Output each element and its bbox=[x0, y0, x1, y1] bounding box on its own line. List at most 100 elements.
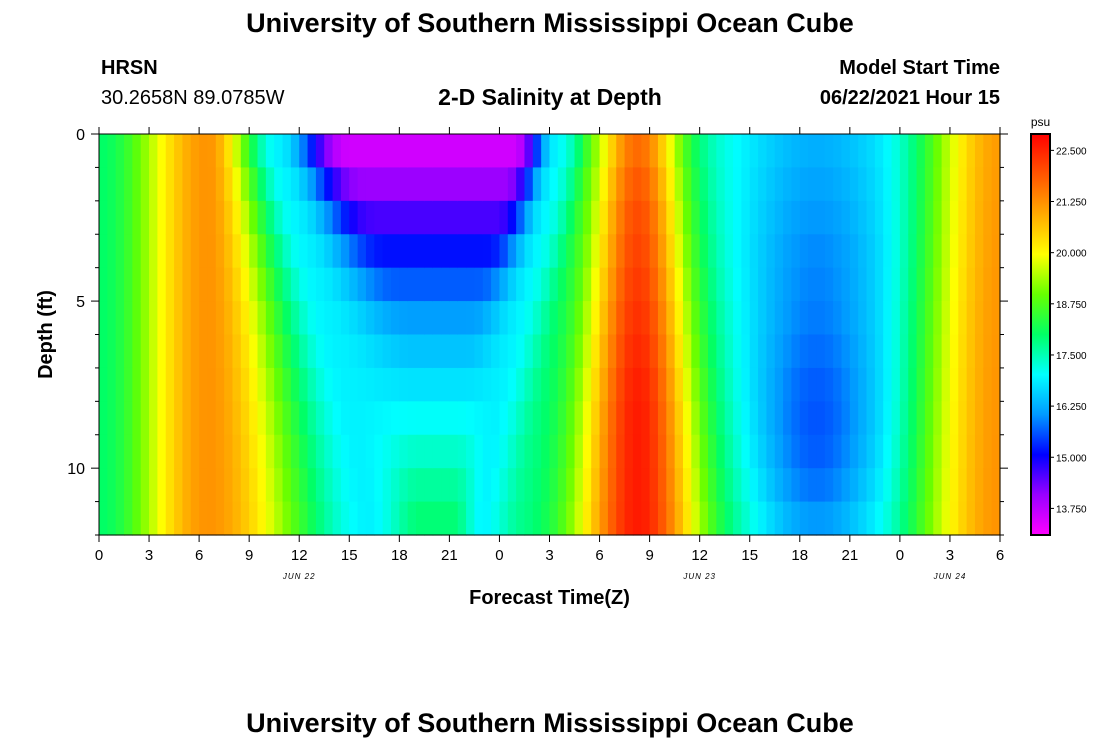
heatmap-cell bbox=[883, 334, 893, 369]
heatmap-cell bbox=[190, 234, 200, 269]
heatmap-cell bbox=[140, 367, 150, 402]
heatmap-cell bbox=[716, 200, 726, 235]
heatmap-cell bbox=[899, 301, 909, 336]
heatmap-cell bbox=[107, 401, 117, 436]
heatmap-cell bbox=[407, 401, 417, 436]
heatmap-cell bbox=[390, 134, 400, 169]
heatmap-cell bbox=[299, 167, 309, 202]
heatmap-cell bbox=[966, 367, 976, 402]
heatmap-cell bbox=[766, 134, 776, 169]
date-label: JUN 22 bbox=[282, 572, 316, 581]
heatmap-cell bbox=[449, 301, 459, 336]
heatmap-cell bbox=[432, 200, 442, 235]
heatmap-cell bbox=[257, 401, 267, 436]
heatmap-cell bbox=[883, 234, 893, 269]
heatmap-cell bbox=[99, 468, 108, 503]
heatmap-cell bbox=[457, 167, 467, 202]
heatmap-cell bbox=[783, 334, 793, 369]
heatmap-cell bbox=[149, 200, 158, 235]
heatmap-cell bbox=[174, 468, 184, 503]
heatmap-cell bbox=[933, 468, 943, 503]
heatmap-cell bbox=[441, 367, 450, 402]
heatmap-cell bbox=[541, 367, 551, 402]
heatmap-cell bbox=[557, 234, 567, 269]
heatmap-cell bbox=[357, 267, 367, 302]
heatmap-cell bbox=[991, 301, 1001, 336]
heatmap-cell bbox=[357, 200, 367, 235]
heatmap-cell bbox=[299, 267, 309, 302]
heatmap-cell bbox=[649, 200, 659, 235]
heatmap-cell bbox=[699, 134, 709, 169]
heatmap-cell bbox=[491, 334, 501, 369]
heatmap-cell bbox=[566, 367, 576, 402]
heatmap-cell bbox=[933, 501, 943, 536]
heatmap-cell bbox=[507, 301, 517, 336]
heatmap-cell bbox=[257, 334, 267, 369]
heatmap-cell bbox=[99, 167, 108, 202]
heatmap-cell bbox=[908, 434, 918, 469]
heatmap-cell bbox=[949, 367, 959, 402]
heatmap-cell bbox=[607, 134, 617, 169]
heatmap-cell bbox=[357, 334, 367, 369]
heatmap-cell bbox=[407, 234, 417, 269]
heatmap-cell bbox=[424, 134, 434, 169]
heatmap-cell bbox=[290, 134, 300, 169]
heatmap-cell bbox=[174, 301, 184, 336]
heatmap-cell bbox=[132, 334, 142, 369]
heatmap-cell bbox=[524, 468, 534, 503]
date-label: JUN 24 bbox=[933, 572, 967, 581]
heatmap-cell bbox=[449, 434, 459, 469]
heatmap-cell bbox=[899, 134, 909, 169]
heatmap-cell bbox=[232, 301, 242, 336]
x-tick-label: 6 bbox=[996, 547, 1004, 564]
heatmap-cell bbox=[774, 367, 784, 402]
heatmap-cell bbox=[115, 334, 125, 369]
heatmap-cell bbox=[682, 468, 692, 503]
heatmap-cell bbox=[257, 301, 267, 336]
heatmap-cell bbox=[274, 167, 284, 202]
heatmap-cell bbox=[708, 301, 717, 336]
heatmap-cell bbox=[866, 367, 876, 402]
date-label: JUN 23 bbox=[682, 572, 716, 581]
heatmap-cell bbox=[966, 134, 976, 169]
heatmap-cell bbox=[666, 334, 676, 369]
heatmap-cell bbox=[491, 134, 501, 169]
heatmap-cell bbox=[224, 334, 234, 369]
heatmap-cell bbox=[708, 267, 717, 302]
heatmap-cell bbox=[582, 468, 592, 503]
heatmap-cell bbox=[758, 134, 767, 169]
heatmap-cell bbox=[449, 200, 459, 235]
heatmap-cell bbox=[357, 167, 367, 202]
heatmap-cell bbox=[324, 301, 334, 336]
heatmap-cell bbox=[249, 200, 259, 235]
heatmap-cell bbox=[407, 334, 417, 369]
heatmap-cell bbox=[474, 134, 484, 169]
heatmap-cell bbox=[349, 367, 359, 402]
heatmap-cell bbox=[274, 234, 284, 269]
heatmap-cell bbox=[416, 334, 425, 369]
heatmap-cell bbox=[632, 301, 642, 336]
heatmap-cell bbox=[299, 301, 309, 336]
heatmap-cell bbox=[407, 134, 417, 169]
heatmap-cell bbox=[666, 501, 676, 536]
heatmap-cell bbox=[457, 334, 467, 369]
heatmap-cell bbox=[632, 468, 642, 503]
colorbar-tick-label: 17.500 bbox=[1056, 351, 1087, 362]
heatmap-cell bbox=[232, 200, 242, 235]
heatmap-cell bbox=[783, 167, 793, 202]
heatmap-cell bbox=[324, 434, 334, 469]
heatmap-cell bbox=[566, 501, 576, 536]
heatmap-cell bbox=[691, 267, 701, 302]
heatmap-cell bbox=[424, 200, 434, 235]
heatmap-cell bbox=[983, 301, 993, 336]
heatmap-cell bbox=[849, 501, 859, 536]
heatmap-cell bbox=[841, 167, 851, 202]
heatmap-cell bbox=[416, 401, 425, 436]
heatmap-cell bbox=[307, 167, 317, 202]
heatmap-cell bbox=[958, 267, 968, 302]
heatmap-cell bbox=[682, 334, 692, 369]
heatmap-cell bbox=[974, 367, 984, 402]
heatmap-cell bbox=[340, 200, 350, 235]
heatmap-cell bbox=[516, 367, 526, 402]
y-tick-label: 5 bbox=[76, 294, 85, 311]
